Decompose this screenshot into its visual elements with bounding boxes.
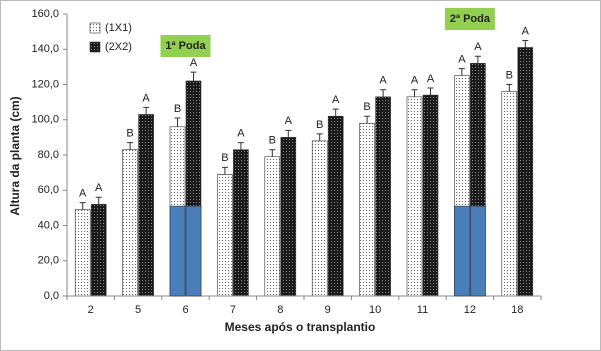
error-bar	[316, 133, 323, 141]
error-bar	[237, 142, 244, 150]
legend-label: (2X2)	[105, 41, 132, 53]
significance-letter: A	[79, 187, 87, 199]
bar	[90, 204, 107, 297]
x-tick-label: 6	[182, 304, 188, 316]
error-bar	[285, 129, 292, 138]
pruning-label: 2ª Poda	[450, 13, 491, 25]
error-bar	[269, 149, 276, 157]
bar	[217, 174, 233, 297]
y-tick-label: 120,0	[31, 78, 59, 90]
significance-letter: B	[174, 103, 181, 115]
error-bar	[143, 106, 150, 115]
significance-letter: A	[427, 73, 435, 85]
legend-swatch	[89, 41, 101, 53]
y-tick-label: 60,0	[38, 184, 59, 196]
x-tick-label: 9	[325, 304, 331, 316]
significance-letter: A	[458, 54, 466, 66]
legend-swatch	[89, 22, 101, 34]
significance-letter: B	[221, 152, 228, 164]
bar	[406, 96, 423, 297]
error-bar	[190, 71, 197, 81]
y-tick-label: 100,0	[31, 114, 59, 126]
significance-letter: A	[411, 75, 419, 87]
error-bar	[174, 117, 181, 127]
y-tick-label: 140,0	[31, 43, 59, 55]
significance-letter: A	[332, 94, 340, 106]
pruning-bar	[169, 205, 186, 297]
significance-letter: B	[363, 101, 370, 113]
pruning-bar	[470, 205, 486, 297]
significance-letter: A	[379, 75, 387, 87]
x-tick-label: 11	[417, 304, 428, 316]
bar	[74, 209, 91, 297]
x-tick-label: 7	[230, 304, 236, 316]
error-bar	[127, 142, 134, 150]
pruning-bar	[185, 205, 202, 297]
y-tick-label: 160,0	[31, 8, 59, 20]
significance-letter: A	[190, 57, 198, 69]
bar	[327, 115, 344, 297]
y-tick-label: 20,0	[38, 255, 59, 267]
error-bar	[221, 166, 228, 175]
x-tick-label: 8	[277, 304, 283, 316]
bar	[122, 149, 138, 297]
error-bar	[522, 39, 529, 48]
significance-letter: A	[285, 115, 293, 127]
significance-letter: B	[126, 128, 133, 140]
error-bar	[506, 84, 513, 92]
significance-letter: A	[522, 25, 530, 37]
y-tick-label: 80,0	[38, 149, 59, 161]
pruning-label-box	[160, 35, 211, 57]
bar	[422, 94, 439, 297]
bar	[375, 96, 391, 297]
x-tick-label: 12	[464, 304, 476, 316]
significance-letter: B	[269, 135, 276, 147]
error-bar	[332, 108, 339, 117]
bar	[359, 122, 375, 297]
bar	[264, 156, 281, 297]
x-tick-label: 18	[511, 304, 523, 316]
significance-letter: A	[474, 41, 482, 53]
significance-letter: A	[142, 92, 150, 104]
significance-letter: B	[316, 119, 323, 131]
significance-letter: B	[506, 69, 513, 81]
error-bar	[411, 89, 418, 97]
bar	[233, 149, 249, 297]
error-bar	[458, 68, 465, 76]
x-axis-title: Meses após o transplantio	[225, 320, 376, 334]
error-bar	[380, 89, 387, 97]
bar	[138, 114, 154, 297]
legend-label: (1X1)	[105, 22, 132, 34]
x-tick-label: 2	[88, 304, 94, 316]
error-bar	[79, 202, 86, 210]
error-bar	[95, 196, 102, 205]
pruning-bar	[454, 205, 470, 297]
y-tick-label: 0,0	[44, 290, 59, 302]
significance-letter: A	[95, 182, 103, 194]
bar	[311, 140, 328, 297]
error-bar	[427, 87, 434, 96]
x-tick-label: 10	[369, 304, 381, 316]
pruning-label: 1ª Poda	[165, 40, 206, 52]
y-tick-label: 40,0	[38, 219, 59, 231]
error-bar	[364, 115, 371, 124]
significance-letter: A	[237, 128, 245, 140]
pruning-label-box	[444, 8, 495, 30]
bar	[517, 47, 534, 297]
bar	[280, 137, 297, 297]
bar	[501, 91, 518, 297]
x-tick-label: 5	[135, 304, 141, 316]
error-bar	[474, 55, 481, 64]
y-axis-title: Altura da planta (cm)	[8, 96, 22, 215]
